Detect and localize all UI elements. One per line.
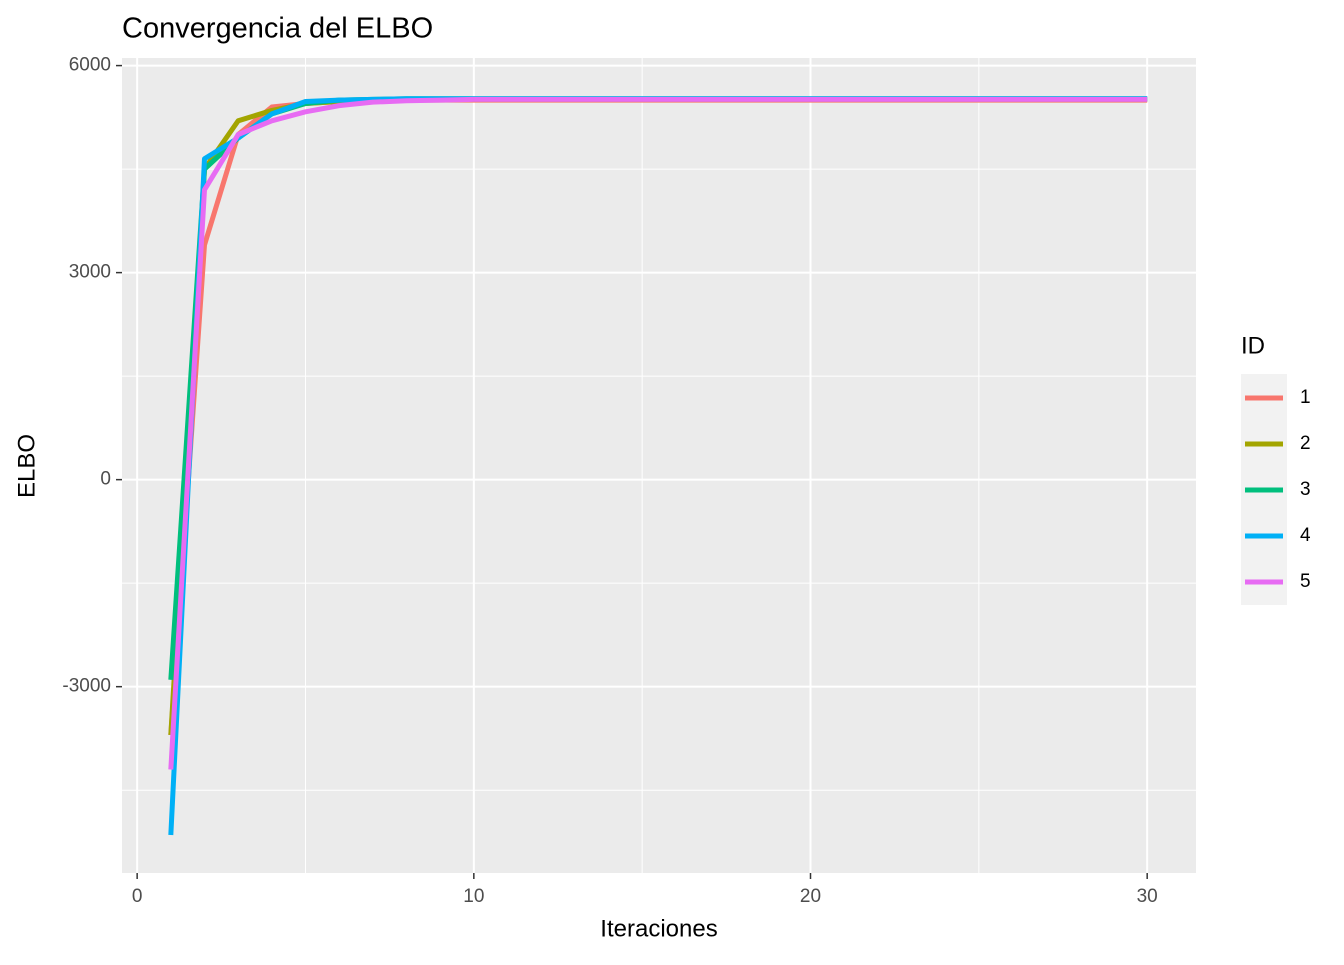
legend-label: 1 (1300, 387, 1311, 408)
series-line (168, 96, 1148, 770)
legend-label: 2 (1300, 433, 1311, 454)
legend-label: 4 (1300, 525, 1311, 546)
y-tick-label: 3000 (69, 262, 111, 283)
x-tick-label: 20 (800, 886, 821, 907)
x-tick-label: 30 (1137, 886, 1158, 907)
legend-title: ID (1241, 332, 1265, 359)
y-tick-label: -3000 (62, 676, 111, 697)
y-tick-label: 0 (100, 469, 111, 490)
x-tick-label: 10 (463, 886, 484, 907)
x-tick-label: 0 (132, 886, 143, 907)
legend-label: 3 (1300, 479, 1311, 500)
y-tick-label: 6000 (69, 55, 111, 76)
y-axis-label: ELBO (13, 434, 40, 498)
panel (122, 58, 1196, 873)
chart-title: Convergencia del ELBO (122, 13, 433, 45)
legend-label: 5 (1300, 571, 1311, 592)
x-axis-label: Iteraciones (600, 915, 717, 942)
